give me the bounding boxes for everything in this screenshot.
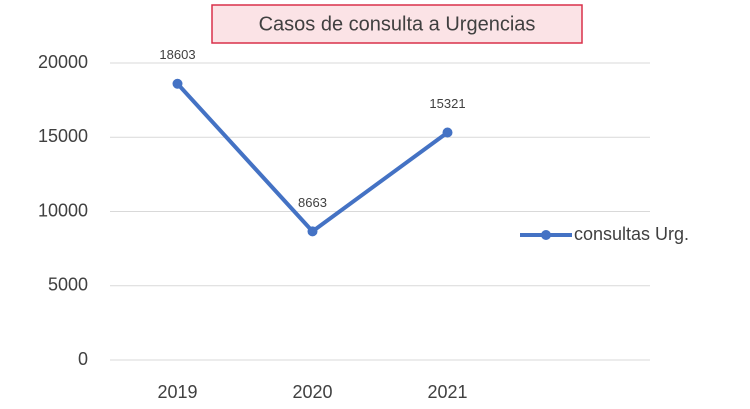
y-tick-label: 0 — [78, 349, 88, 369]
y-tick-label: 5000 — [48, 275, 88, 295]
data-label: 18603 — [159, 47, 195, 62]
y-tick-label: 10000 — [38, 200, 88, 220]
x-tick-label: 2021 — [427, 382, 467, 402]
point — [307, 226, 318, 237]
point — [442, 127, 453, 138]
legend-marker — [541, 230, 551, 240]
point — [172, 78, 183, 89]
x-tick-label: 2020 — [292, 382, 332, 402]
x-tick-label: 2019 — [157, 382, 197, 402]
y-tick-label: 20000 — [38, 52, 88, 72]
y-tick-label: 15000 — [38, 126, 88, 146]
title-box — [211, 4, 583, 44]
legend-label: consultas Urg. — [574, 224, 689, 244]
chart-title: Casos de consulta a Urgencias — [259, 13, 536, 35]
data-label: 15321 — [429, 96, 465, 111]
data-label: 8663 — [298, 195, 327, 210]
